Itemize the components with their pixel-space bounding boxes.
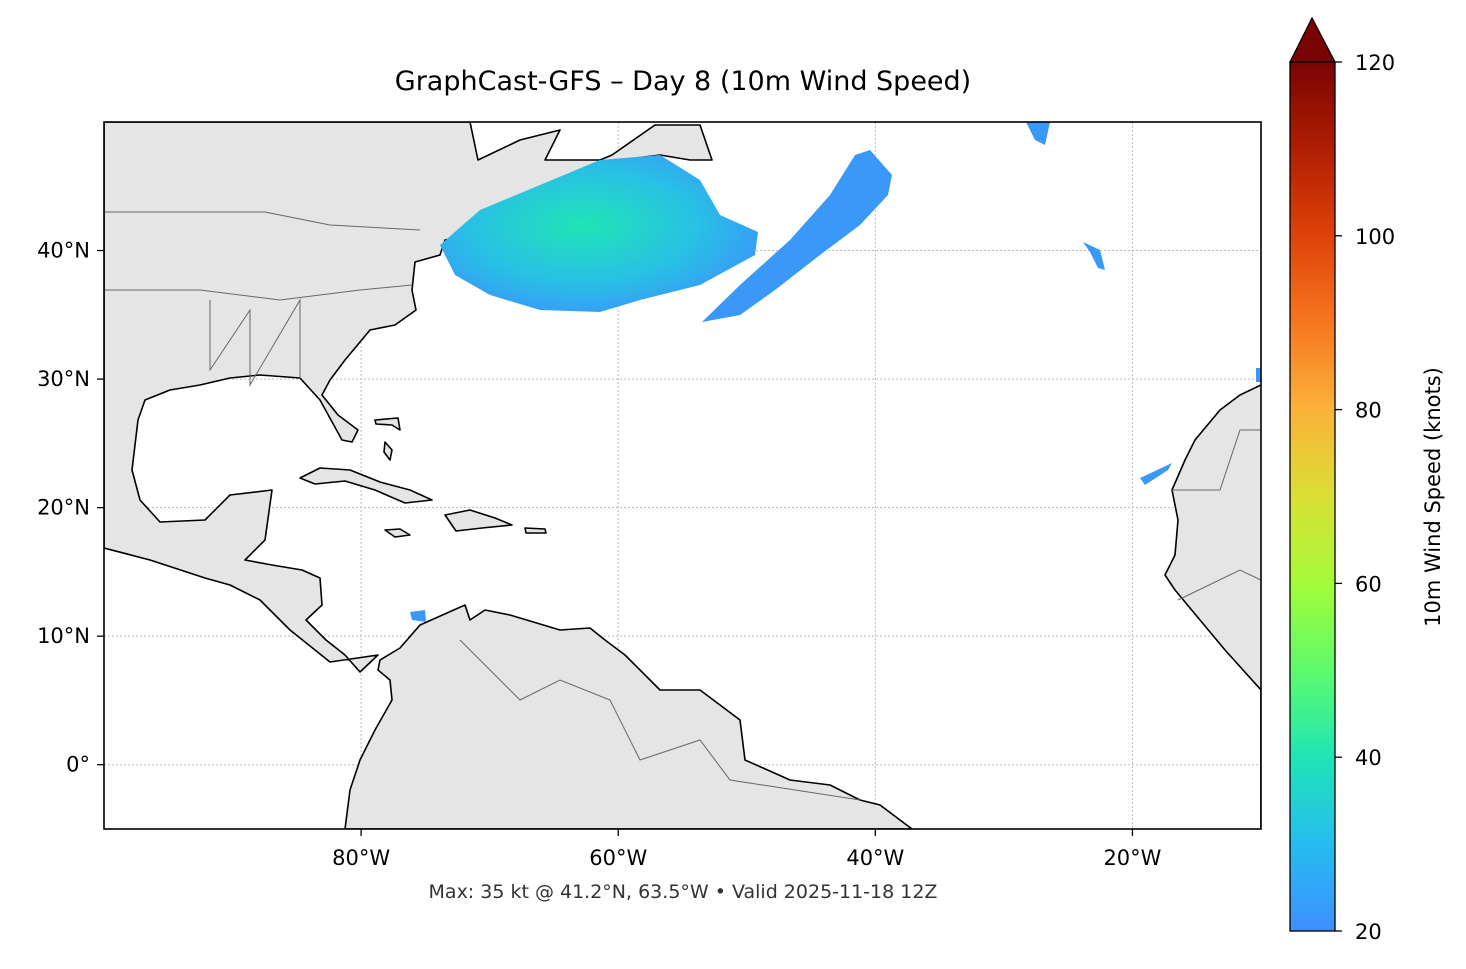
colorbar-extend	[1288, 16, 1337, 63]
wind-field	[1083, 242, 1105, 270]
colorbar-tick-label: 120	[1355, 51, 1395, 75]
border	[459, 639, 861, 801]
wind-field	[410, 610, 426, 622]
wind-field	[1026, 122, 1050, 145]
wind-field	[1140, 463, 1172, 485]
footer: Max: 35 kt @ 41.2°N, 63.5°W • Valid 2025…	[429, 881, 938, 903]
border	[1177, 569, 1261, 601]
bahamas	[383, 441, 393, 461]
cuba	[299, 467, 433, 504]
map-layers	[104, 122, 1261, 829]
south-america	[344, 604, 913, 829]
x-tick-label: 20°W	[1103, 846, 1161, 870]
border	[209, 298, 301, 387]
hispaniola	[444, 509, 513, 532]
x-tick-label: 60°W	[589, 846, 647, 870]
puerto-rico	[524, 527, 547, 534]
colorbar-tick-label: 20	[1355, 920, 1382, 944]
axes: 80°W 60°W 40°W 20°W 0° 10°N 20°N 30°N 40°N	[37, 239, 1162, 870]
wind-field	[440, 155, 758, 312]
border	[104, 211, 421, 231]
north-america	[104, 122, 713, 673]
border	[104, 284, 413, 301]
africa	[1164, 384, 1261, 829]
y-tick-label: 40°N	[37, 239, 90, 263]
wind-field	[1256, 368, 1261, 382]
bahamas	[374, 417, 401, 431]
colorbar-tick-label: 100	[1355, 225, 1395, 249]
colorbar-tick-label: 40	[1355, 746, 1382, 770]
x-tick-label: 40°W	[846, 846, 904, 870]
y-tick-label: 0°	[66, 753, 90, 777]
colorbar-label: 10m Wind Speed (knots)	[1421, 367, 1445, 627]
colorbar-tick-label: 80	[1355, 399, 1382, 423]
colorbar-axis: 20 40 60 80 100 120	[1335, 51, 1395, 944]
colorbar	[1289, 61, 1336, 932]
x-tick-label: 80°W	[332, 846, 390, 870]
y-tick-label: 10°N	[37, 624, 90, 648]
jamaica	[384, 528, 411, 538]
map-frame	[103, 121, 1262, 830]
y-tick-label: 30°N	[37, 367, 90, 391]
border	[1172, 429, 1261, 491]
wind-field	[702, 150, 892, 322]
colorbar-tick-label: 60	[1355, 572, 1382, 596]
title: GraphCast-GFS – Day 8 (10m Wind Speed)	[395, 66, 971, 97]
y-tick-label: 20°N	[37, 496, 90, 520]
